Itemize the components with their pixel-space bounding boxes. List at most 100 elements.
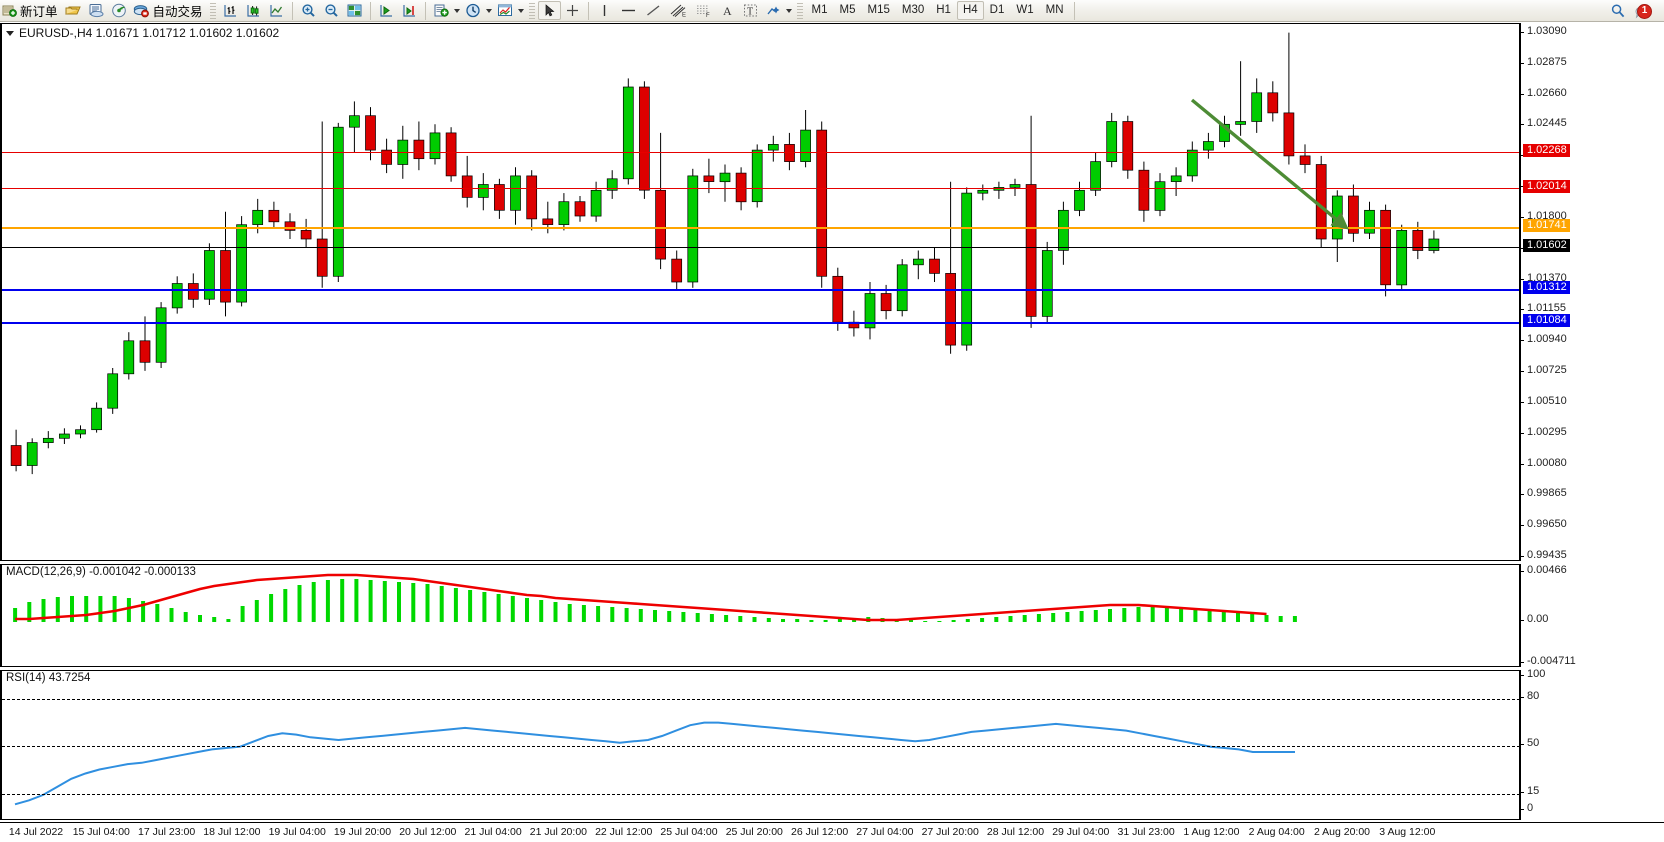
- price-chart-pane[interactable]: EURUSD-,H4 1.01671 1.01712 1.01602 1.016…: [0, 23, 1520, 561]
- rsi-series: [14, 721, 1295, 806]
- svg-text:E: E: [682, 13, 686, 19]
- rsi-pane[interactable]: RSI(14) 43.7254: [0, 670, 1520, 820]
- price-tag-support-upper[interactable]: 1.01312: [1523, 280, 1570, 294]
- time-axis[interactable]: 14 Jul 2022 15 Jul 04:00 17 Jul 23:00 18 Ju…: [0, 822, 1664, 842]
- chart-shift-button[interactable]: [398, 1, 421, 21]
- macd-canvas[interactable]: MACD(12,26,9) -0.001042 -0.000133: [2, 565, 1519, 666]
- rsi-canvas[interactable]: RSI(14) 43.7254: [2, 671, 1519, 819]
- folder-button[interactable]: [62, 1, 85, 21]
- bar-chart-button[interactable]: [219, 1, 242, 21]
- horizontal-line-icon: [619, 3, 638, 18]
- macd-tick-label: 0.00466: [1527, 564, 1567, 576]
- equidistant-channel-button[interactable]: E: [666, 1, 691, 21]
- fibonacci-button[interactable]: F: [691, 1, 716, 21]
- time-axis-label: 17 Jul 23:00: [137, 826, 196, 838]
- level-line-resistance-lower[interactable]: [2, 188, 1519, 190]
- vertical-line-button[interactable]: [593, 1, 616, 21]
- price-tag-pivot-orange[interactable]: 1.01741: [1523, 219, 1570, 233]
- period-separator-button[interactable]: [462, 1, 485, 21]
- zoom-in-icon: [300, 3, 317, 18]
- price-tag-last-price[interactable]: 1.01602: [1523, 239, 1570, 253]
- auto-trading-button[interactable]: 自动交易: [131, 1, 207, 21]
- timeframe-m5[interactable]: M5: [839, 4, 856, 16]
- crosshair-icon: [564, 3, 581, 18]
- timeframe-m15[interactable]: M15: [867, 4, 890, 16]
- text-label-button[interactable]: A: [716, 1, 739, 21]
- toolbar-grip-1[interactable]: [209, 1, 216, 20]
- price-scale[interactable]: 1.030901.028751.026601.024451.022301.020…: [1520, 23, 1664, 561]
- price-tag-resistance-lower[interactable]: 1.02014: [1523, 180, 1570, 194]
- cursor-button[interactable]: [537, 1, 561, 20]
- macd-tick-label: -0.004711: [1527, 655, 1576, 667]
- price-tag-resistance-upper[interactable]: 1.02268: [1523, 143, 1570, 157]
- price-tick-label: 0.99865: [1527, 487, 1567, 500]
- price-chart-canvas[interactable]: EURUSD-,H4 1.01671 1.01712 1.01602 1.016…: [2, 24, 1519, 560]
- objects-button[interactable]: [762, 1, 785, 21]
- horizontal-line-button[interactable]: [616, 1, 641, 21]
- add-indicator-button[interactable]: [430, 1, 453, 21]
- new-order-button[interactable]: 新订单: [0, 1, 62, 21]
- macd-scale[interactable]: 0.00466 0.00 -0.004711: [1520, 564, 1664, 667]
- chart-collapse-icon[interactable]: [6, 30, 14, 36]
- level-line-pivot-orange[interactable]: [2, 227, 1519, 230]
- svg-text:A: A: [723, 4, 732, 18]
- timeframe-h1[interactable]: H1: [936, 4, 951, 16]
- price-tick-label: 1.02660: [1527, 86, 1567, 99]
- line-chart-button[interactable]: [265, 1, 288, 21]
- level-line-support-lower[interactable]: [2, 321, 1519, 324]
- time-axis-label: 20 Jul 12:00: [399, 826, 457, 838]
- price-tag-support-lower[interactable]: 1.01084: [1523, 313, 1570, 327]
- time-axis-label: 18 Jul 12:00: [203, 826, 261, 838]
- crosshair-button[interactable]: [561, 1, 584, 21]
- auto-scroll-button[interactable]: [375, 1, 398, 21]
- timeframe-m1[interactable]: M1: [811, 4, 828, 16]
- signal-button[interactable]: [108, 1, 131, 21]
- template-dropdown-arrow[interactable]: [517, 2, 526, 20]
- macd-pane[interactable]: MACD(12,26,9) -0.001042 -0.000133: [0, 564, 1520, 667]
- svg-text:F: F: [706, 13, 710, 18]
- price-tick-label: 1.00725: [1527, 364, 1567, 377]
- objects-dropdown-arrow[interactable]: [785, 2, 794, 20]
- price-tick-label: 1.00295: [1527, 425, 1567, 438]
- zoom-out-button[interactable]: [320, 1, 343, 21]
- zoom-in-button[interactable]: [297, 1, 320, 21]
- price-tick-label: 1.02445: [1527, 117, 1567, 130]
- trendline-icon: [644, 3, 663, 18]
- alert-icon[interactable]: 1: [1634, 3, 1656, 19]
- timeframe-h4[interactable]: H4: [956, 1, 984, 20]
- price-tick-label: 1.01155: [1527, 302, 1566, 315]
- candlestick-chart-icon: [245, 3, 262, 18]
- rsi-tick-label: 100: [1527, 668, 1546, 680]
- rsi-scale[interactable]: 100 80 50 15 0: [1520, 668, 1664, 820]
- period-dropdown-arrow[interactable]: [485, 2, 494, 20]
- search-icon[interactable]: [1610, 3, 1626, 19]
- chart-symbol-header: EURUSD-,H4 1.01671 1.01712 1.01602 1.016…: [6, 26, 279, 40]
- level-line-support-upper[interactable]: [2, 288, 1519, 291]
- level-line-resistance-upper[interactable]: [2, 151, 1519, 153]
- timeframe-d1[interactable]: D1: [989, 4, 1005, 16]
- time-axis-label: 2 Aug 20:00: [1313, 826, 1371, 838]
- toolbar-grip-3[interactable]: [796, 1, 803, 20]
- toolbar-grip-2[interactable]: [528, 1, 535, 20]
- time-axis-label: 1 Aug 12:00: [1183, 826, 1240, 838]
- text-box-button[interactable]: T: [739, 1, 762, 21]
- timeframe-w1[interactable]: W1: [1016, 4, 1034, 16]
- rsi-tick-label: 15: [1527, 785, 1540, 797]
- candlestick-chart-button[interactable]: [242, 1, 265, 21]
- price-tick-label: 1.02875: [1527, 55, 1567, 68]
- expert-advisor-icon: [133, 3, 150, 18]
- price-tick-label: 1.01800: [1527, 209, 1567, 222]
- timeframe-mn[interactable]: MN: [1045, 4, 1064, 16]
- add-indicator-dropdown-arrow[interactable]: [453, 2, 462, 20]
- trendline-button[interactable]: [641, 1, 666, 21]
- rsi-level-15: [2, 794, 1519, 795]
- tile-windows-icon: [346, 3, 363, 18]
- new-order-icon: [2, 3, 17, 18]
- tile-windows-button[interactable]: [343, 1, 366, 21]
- timeframe-m30[interactable]: M30: [901, 4, 925, 16]
- equidistant-channel-icon: E: [669, 3, 688, 18]
- template-button[interactable]: [494, 1, 517, 21]
- price-tick-label: 1.00510: [1527, 394, 1567, 407]
- macd-series: [13, 573, 1297, 622]
- navigator-button[interactable]: [85, 1, 108, 21]
